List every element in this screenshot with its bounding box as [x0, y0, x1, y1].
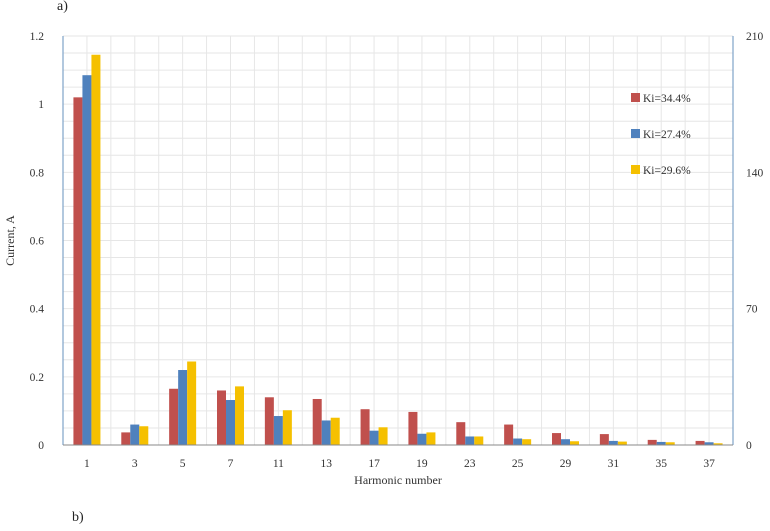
- y2-tick-label: 0: [746, 440, 752, 452]
- bar-1-11: [264, 397, 274, 445]
- x-tick-label: 25: [512, 458, 524, 470]
- grid: [62, 35, 734, 446]
- bar-3-23: [474, 436, 484, 445]
- bar-2-35: [656, 441, 666, 445]
- legend-label-1: Ki=34.4%: [643, 93, 691, 105]
- x-tick-label: 23: [464, 458, 476, 470]
- x-tick-label: 3: [132, 458, 138, 470]
- panel-label-b: b): [72, 510, 84, 525]
- bar-1-25: [504, 424, 514, 445]
- y-tick-label: 0.6: [30, 236, 45, 248]
- bar-1-5: [169, 388, 179, 445]
- bar-3-35: [665, 442, 675, 445]
- panel-label-a: a): [57, 0, 68, 14]
- x-tick-label: 7: [228, 458, 234, 470]
- bar-2-19: [417, 433, 427, 445]
- y-tick-label: 0.4: [30, 304, 45, 316]
- bar-2-13: [321, 420, 331, 445]
- x-tick-label: 37: [703, 458, 715, 470]
- bar-3-31: [617, 441, 627, 445]
- bar-1-3: [121, 432, 131, 445]
- bar-3-13: [330, 417, 340, 445]
- bar-2-1: [82, 75, 92, 445]
- axes: [62, 36, 734, 446]
- legend-label-2: Ki=27.4%: [643, 129, 691, 141]
- bar-1-35: [647, 439, 657, 445]
- bar-1-23: [456, 422, 466, 445]
- x-tick-label: 13: [320, 458, 332, 470]
- bar-3-1: [91, 54, 101, 445]
- bar-3-29: [570, 441, 579, 445]
- legend: Ki=34.4% Ki=27.4% Ki=29.6%: [631, 93, 691, 177]
- x-tick-label: 29: [560, 458, 572, 470]
- bar-3-25: [522, 439, 532, 445]
- legend-swatch-1: [631, 93, 640, 102]
- legend-swatch-2: [631, 129, 640, 138]
- x-tick-label: 5: [180, 458, 186, 470]
- y-tick-label: 0: [38, 440, 44, 452]
- bar-3-11: [282, 410, 292, 445]
- x-tick-label: 17: [368, 458, 380, 470]
- bar-2-25: [513, 438, 523, 445]
- bar-2-17: [369, 430, 379, 445]
- y2-tick-label: 70: [746, 304, 758, 316]
- x-axis-label: Harmonic number: [354, 473, 442, 487]
- y-tick-label: 0.8: [30, 167, 45, 179]
- y-tick-label: 1.2: [30, 31, 45, 43]
- y-tick-label: 0.2: [30, 372, 45, 384]
- bar-1-7: [217, 390, 226, 445]
- bar-2-3: [130, 424, 140, 445]
- x-tick-label: 1: [84, 458, 90, 470]
- bar-1-19: [408, 411, 418, 445]
- bar-2-7: [226, 400, 235, 445]
- bar-1-1: [73, 97, 83, 445]
- bar-1-31: [599, 434, 609, 445]
- bar-3-7: [235, 386, 244, 445]
- y-tick-label: 1: [38, 99, 44, 111]
- bar-2-31: [608, 440, 618, 445]
- bar-2-23: [465, 436, 475, 445]
- bar-2-5: [178, 370, 188, 445]
- x-tick-label: 19: [416, 458, 428, 470]
- legend-swatch-3: [631, 165, 640, 174]
- y2-tick-label: 140: [746, 167, 764, 179]
- bar-3-5: [187, 361, 197, 445]
- bar-3-19: [426, 432, 436, 445]
- bar-2-11: [273, 416, 283, 445]
- bar-1-17: [360, 409, 370, 445]
- y-axis-label: Current, A: [3, 215, 17, 266]
- bar-3-3: [139, 426, 149, 445]
- bar-1-37: [695, 440, 705, 445]
- bar-1-29: [552, 433, 561, 445]
- bar-3-37: [713, 443, 723, 445]
- legend-label-3: Ki=29.6%: [643, 165, 691, 177]
- x-tick-label: 11: [273, 458, 284, 470]
- x-tick-label: 31: [608, 458, 620, 470]
- bar-2-29: [561, 439, 570, 445]
- bar-1-13: [312, 398, 322, 445]
- bars: [73, 54, 723, 445]
- x-tick-label: 35: [655, 458, 667, 470]
- y2-tick-label: 210: [746, 31, 764, 43]
- bar-3-17: [378, 427, 388, 445]
- bar-2-37: [704, 442, 714, 445]
